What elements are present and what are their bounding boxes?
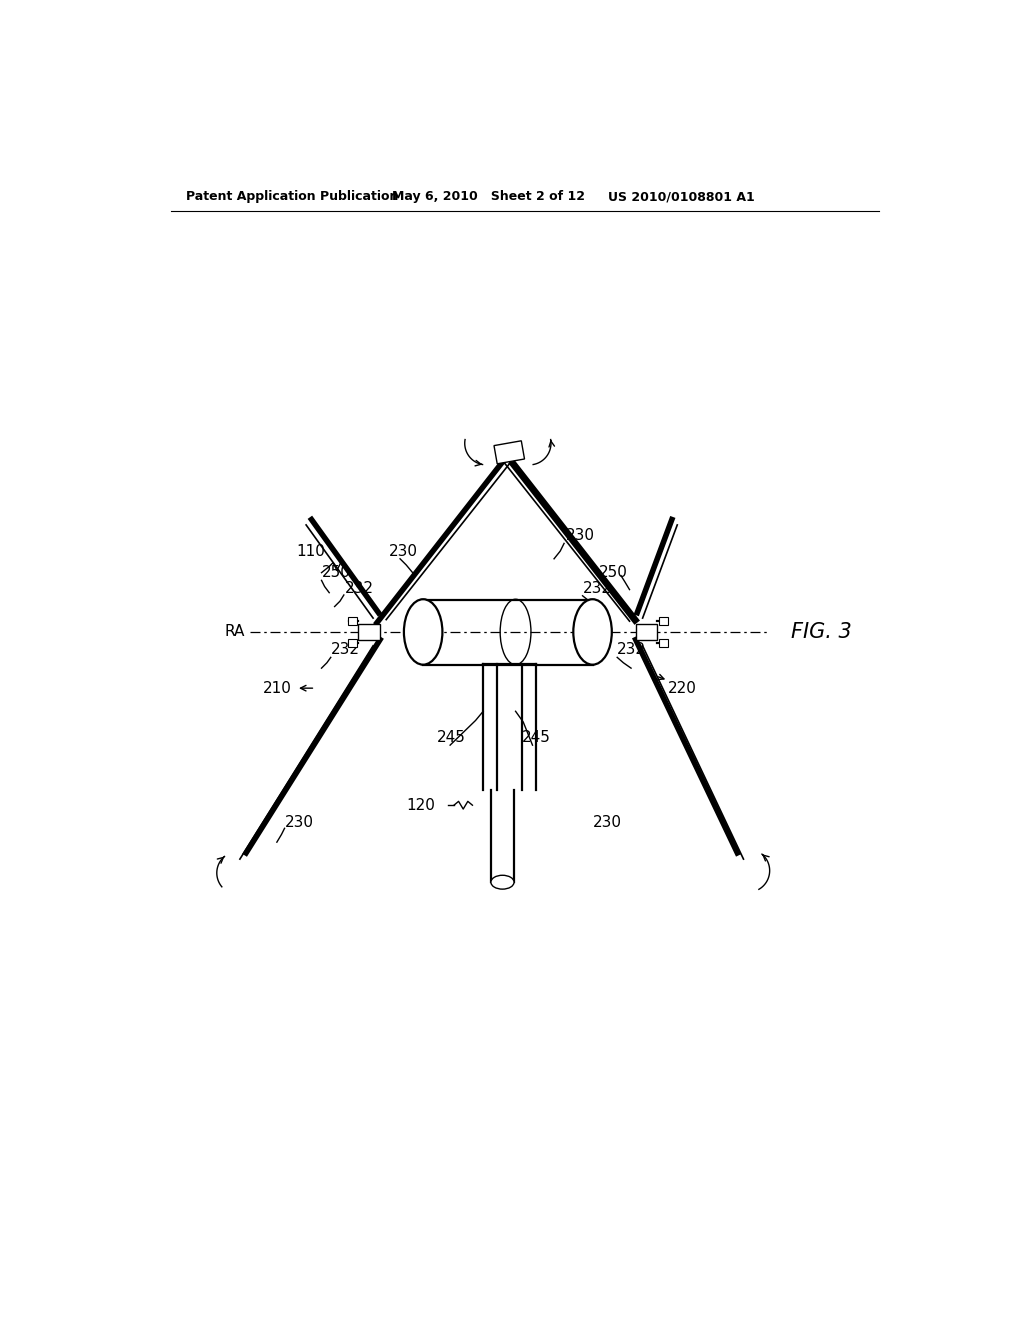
Text: Patent Application Publication: Patent Application Publication bbox=[186, 190, 398, 203]
Ellipse shape bbox=[490, 875, 514, 890]
Bar bbox=[348, 618, 357, 626]
Ellipse shape bbox=[573, 599, 611, 665]
Text: 120: 120 bbox=[406, 797, 435, 813]
Text: 230: 230 bbox=[593, 814, 622, 830]
Bar bbox=[636, 624, 657, 640]
Text: 232: 232 bbox=[331, 642, 359, 657]
Text: May 6, 2010   Sheet 2 of 12: May 6, 2010 Sheet 2 of 12 bbox=[392, 190, 586, 203]
Text: 230: 230 bbox=[285, 814, 313, 830]
Text: RA: RA bbox=[224, 624, 245, 639]
Text: 210: 210 bbox=[263, 681, 292, 696]
Text: 245: 245 bbox=[521, 730, 551, 744]
Text: 232: 232 bbox=[617, 642, 646, 657]
Text: 220: 220 bbox=[668, 681, 697, 696]
Text: FIG. 3: FIG. 3 bbox=[792, 622, 852, 642]
Text: 250: 250 bbox=[322, 565, 350, 581]
Bar bbox=[348, 639, 357, 647]
Text: 230: 230 bbox=[389, 544, 418, 558]
Text: 232: 232 bbox=[345, 581, 374, 595]
Text: 232: 232 bbox=[584, 581, 612, 595]
Bar bbox=[423, 599, 593, 665]
Bar bbox=[358, 624, 380, 640]
Text: 230: 230 bbox=[565, 528, 595, 544]
Text: 110: 110 bbox=[296, 544, 325, 558]
Bar bbox=[658, 639, 668, 647]
Bar bbox=[658, 618, 668, 626]
Text: 245: 245 bbox=[437, 730, 466, 744]
Text: US 2010/0108801 A1: US 2010/0108801 A1 bbox=[608, 190, 755, 203]
Bar bbox=[494, 441, 524, 463]
Ellipse shape bbox=[403, 599, 442, 665]
Text: 250: 250 bbox=[599, 565, 628, 581]
